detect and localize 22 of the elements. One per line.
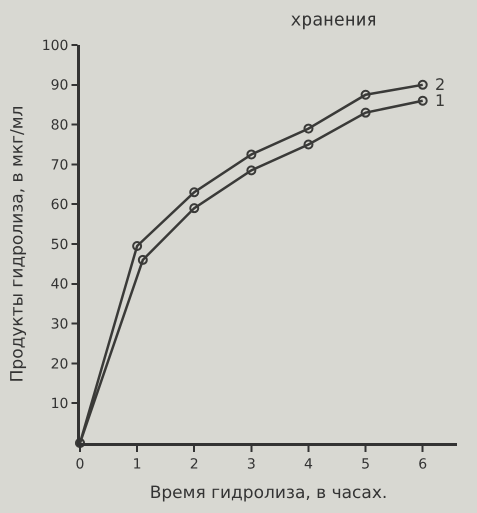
x-tick-label: 6 (418, 456, 428, 473)
y-tick-label: 80 (50, 118, 68, 134)
chart-title: хранения (290, 9, 378, 30)
x-tick-label: 0 (76, 456, 84, 473)
x-tick-label: 4 (304, 456, 314, 473)
y-tick-label: 20 (50, 356, 68, 372)
y-tick-label: 60 (50, 197, 68, 214)
y-tick-label: 70 (50, 157, 68, 174)
series-label: 2 (435, 75, 446, 94)
y-axis-title: Продукты гидролиза, в мкг/мл (7, 106, 28, 382)
y-tick-label: 10 (50, 396, 68, 412)
y-tick-label: 50 (50, 236, 68, 253)
y-tick-label: 40 (50, 276, 68, 293)
y-tick-label: 100 (42, 38, 68, 54)
x-axis-title: Время гидролиза, в часах. (150, 482, 388, 503)
x-tick-label: 5 (361, 456, 370, 473)
x-tick-label: 2 (190, 456, 199, 473)
y-tick-label: 90 (50, 78, 68, 94)
y-tick-label: 30 (50, 316, 68, 332)
series-label: 1 (435, 91, 446, 110)
x-tick-label: 3 (246, 456, 256, 473)
x-tick-label: 1 (132, 456, 142, 473)
